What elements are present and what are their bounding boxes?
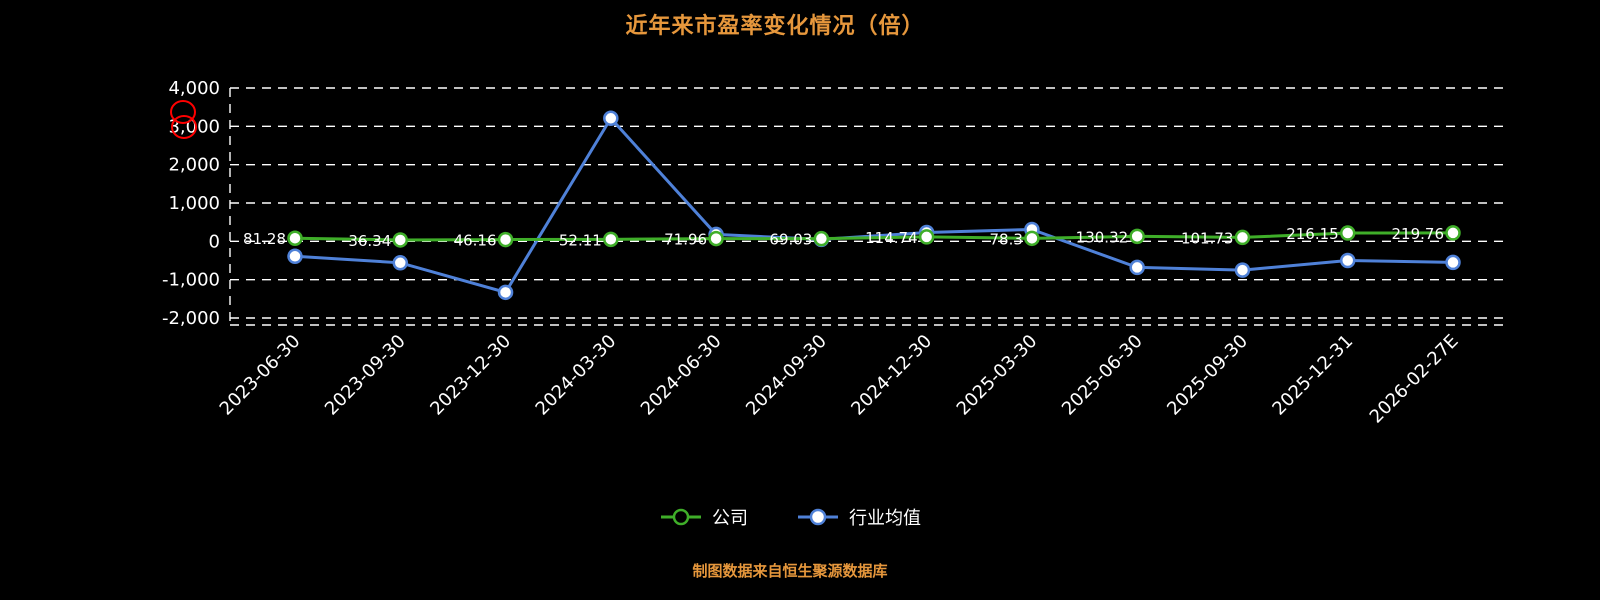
company-data-label: 69.03 bbox=[769, 231, 812, 249]
industry-series-line bbox=[294, 115, 1454, 295]
red-circle-annotation bbox=[171, 115, 197, 139]
x-axis-label: 2024-03-30 bbox=[532, 331, 621, 420]
company-data-point bbox=[392, 232, 409, 248]
company-data-point bbox=[497, 231, 514, 248]
x-axis-label: 2025-12-31 bbox=[1268, 331, 1357, 420]
industry-data-point bbox=[1445, 254, 1461, 271]
company-data-point bbox=[1129, 228, 1145, 245]
x-axis-label: 2026-02-27E bbox=[1366, 331, 1463, 428]
industry-data-point bbox=[497, 284, 514, 301]
x-axis-label: 2023-06-30 bbox=[216, 331, 305, 420]
x-axis-label: 2024-12-30 bbox=[847, 331, 936, 420]
x-axis-label: 2024-06-30 bbox=[637, 331, 726, 420]
x-axis-label: 2023-09-30 bbox=[321, 331, 410, 420]
company-data-point bbox=[287, 230, 303, 246]
company-data-point bbox=[1445, 225, 1461, 241]
industry-series-marker-icon bbox=[798, 508, 838, 526]
y-axis-label: 0 bbox=[209, 231, 220, 252]
legend-item-company: 公司 bbox=[659, 504, 748, 530]
company-data-label: 219.76 bbox=[1392, 225, 1445, 243]
company-series-line bbox=[294, 231, 1454, 242]
company-data-point bbox=[603, 231, 619, 248]
y-axis-label: 3,000 bbox=[168, 116, 220, 137]
x-axis-label: 2025-03-30 bbox=[953, 331, 1042, 420]
company-data-point bbox=[918, 229, 935, 245]
y-axis-label: 1,000 bbox=[168, 193, 220, 214]
industry-data-point bbox=[1339, 252, 1356, 269]
company-data-label: 78.3 bbox=[990, 230, 1023, 248]
company-data-point bbox=[708, 230, 724, 247]
legend-item-industry: 行业均值 bbox=[796, 504, 921, 530]
company-data-label: 46.16 bbox=[454, 232, 497, 250]
company-data-label: 216.15 bbox=[1286, 225, 1339, 243]
company-data-point bbox=[1339, 225, 1356, 241]
industry-data-point bbox=[287, 248, 303, 265]
x-axis-label: 2024-09-30 bbox=[742, 331, 831, 420]
industry-data-point bbox=[1129, 259, 1145, 276]
y-axis-label: 4,000 bbox=[168, 78, 220, 99]
y-axis-label: -2,000 bbox=[162, 308, 220, 329]
x-axis-label: 2023-12-30 bbox=[426, 331, 515, 420]
industry-data-point bbox=[603, 110, 619, 127]
company-data-label: 101.73 bbox=[1181, 229, 1234, 247]
legend-label-company: 公司 bbox=[712, 508, 748, 529]
company-data-label: 52.11 bbox=[559, 231, 602, 249]
y-axis-label: -1,000 bbox=[162, 270, 220, 291]
industry-data-point bbox=[1234, 262, 1251, 278]
x-axis-label: 2025-09-30 bbox=[1163, 331, 1252, 420]
company-data-label: 71.96 bbox=[664, 231, 707, 249]
data-source-note: 制图数据来自恒生聚源数据库 bbox=[692, 562, 888, 580]
chart-title: 近年来市盈率变化情况（倍） bbox=[625, 14, 925, 39]
x-axis-label: 2025-06-30 bbox=[1058, 331, 1147, 420]
company-data-point bbox=[1234, 229, 1251, 246]
company-data-label: 81.28 bbox=[243, 230, 286, 248]
company-data-label: 114.74 bbox=[865, 229, 918, 247]
company-data-point bbox=[813, 230, 830, 247]
red-circle-annotation bbox=[170, 100, 196, 124]
chart-legend: 公司 行业均值 bbox=[0, 504, 1580, 530]
legend-label-industry: 行业均值 bbox=[849, 508, 921, 529]
y-axis-label: 2,000 bbox=[168, 155, 220, 176]
company-series-marker-icon bbox=[661, 508, 701, 526]
industry-data-point bbox=[392, 255, 409, 271]
company-data-label: 36.34 bbox=[348, 232, 391, 250]
company-data-point bbox=[1024, 230, 1040, 247]
company-data-label: 130.32 bbox=[1076, 228, 1129, 246]
